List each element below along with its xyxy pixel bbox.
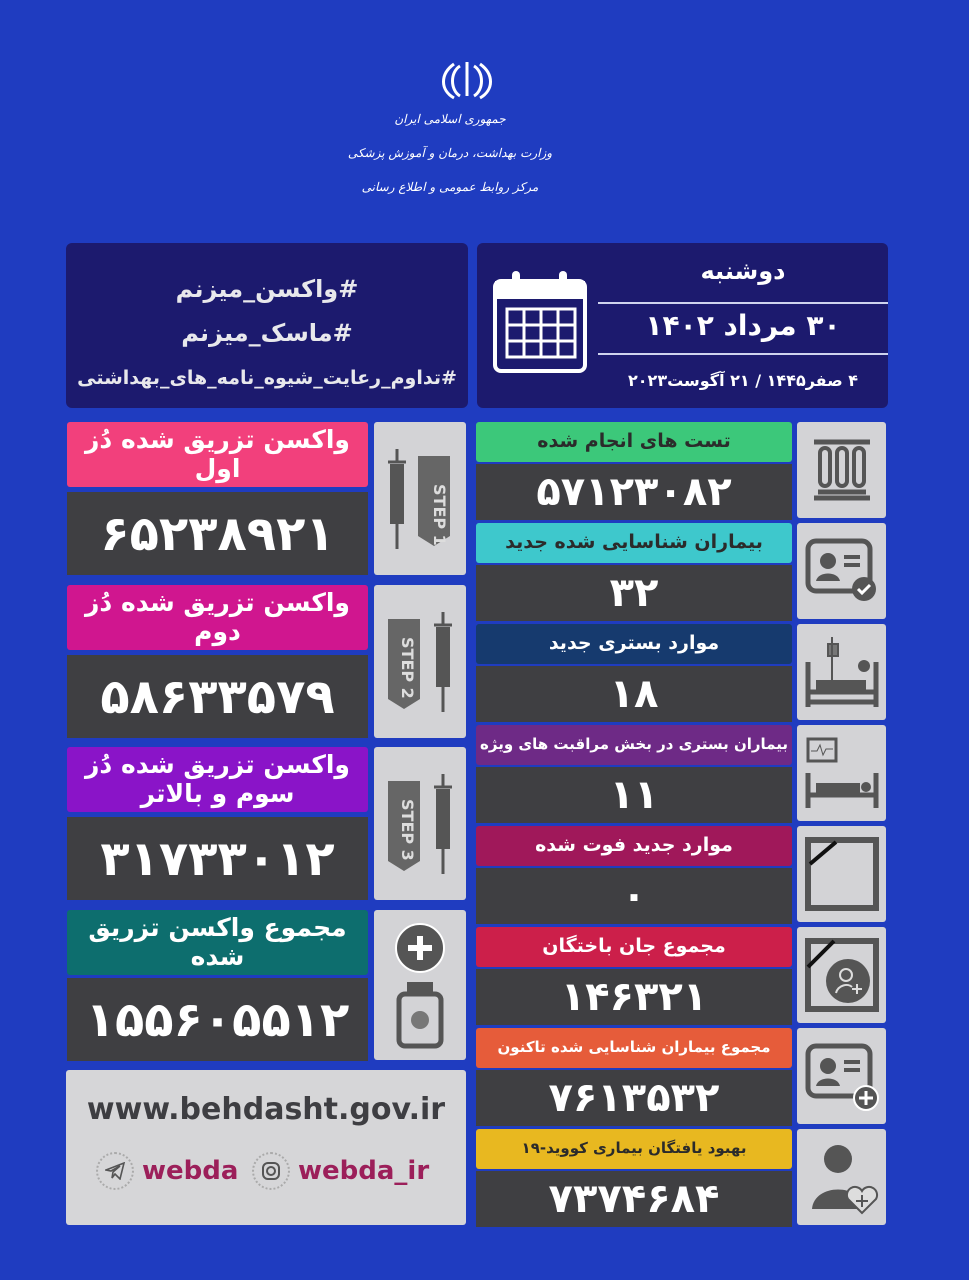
patient-card-check-icon xyxy=(797,523,886,619)
stat-label: بیماران بستری در بخش مراقبت های ویژه xyxy=(476,725,792,765)
patient-card-plus-icon xyxy=(797,1028,886,1124)
vaccine-dose3-label: واکسن تزریق شده دُز سوم و بالاتر xyxy=(67,747,368,812)
stat-label: موارد جدید فوت شده xyxy=(476,826,792,866)
stat-label: موارد بستری جدید xyxy=(476,624,792,664)
instagram-icon xyxy=(252,1152,290,1190)
stat-value: ۳۲ xyxy=(476,565,792,621)
recovered-person-heart-icon xyxy=(797,1129,886,1225)
vaccine-dose2-value: ۵۸۶۳۳۵۷۹ xyxy=(67,655,368,738)
hashtags-panel: #واکسن_میزنم #ماسک_میزنم #تداوم_رعایت_شی… xyxy=(66,243,468,408)
telegram-handle: webda xyxy=(142,1156,239,1186)
mourning-frame-icon xyxy=(797,826,886,922)
footer-panel: www.behdasht.gov.ir webda webda_ir xyxy=(66,1070,466,1225)
telegram-icon xyxy=(96,1152,134,1190)
stat-label: بهبود یافتگان بیماری کووید-۱۹ xyxy=(476,1129,792,1169)
weekday: دوشنبه xyxy=(700,257,786,285)
lunar-gregorian-date: ۴ صفر۱۴۴۵ / ۲۱ آگوست۲۰۲۳ xyxy=(628,371,858,390)
vaccine-dose2-label: واکسن تزریق شده دُز دوم xyxy=(67,585,368,650)
stat-value: ۷۳۷۴۶۸۴ xyxy=(476,1171,792,1227)
stat-label: مجموع بیماران شناسایی شده تاکنون xyxy=(476,1028,792,1068)
vaccine-total-value: ۱۵۵۶۰۵۵۱۲ xyxy=(67,978,368,1061)
mourning-person-icon xyxy=(797,927,886,1023)
org-line-3: مرکز روابط عمومی و اطلاع رسانی xyxy=(361,180,539,194)
telegram-link[interactable]: webda xyxy=(96,1152,238,1190)
stat-value: ۷۶۱۳۵۳۲ xyxy=(476,1070,792,1126)
syringe-step1-icon: STEP 1 xyxy=(374,422,466,575)
calendar-icon xyxy=(493,271,587,373)
vaccine-dose1-label: واکسن تزریق شده دُز اول xyxy=(67,422,368,487)
stat-value: ۵۷۱۲۳۰۸۲ xyxy=(476,464,792,520)
svg-text:STEP 2: STEP 2 xyxy=(398,637,417,699)
hashtag-guidelines: #تداوم_رعایت_شیوه_نامه_های_بهداشتی xyxy=(77,367,457,389)
iran-emblem-icon xyxy=(442,62,492,100)
vaccine-dose3-value: ۳۱۷۳۳۰۱۲ xyxy=(67,817,368,900)
divider xyxy=(598,353,888,355)
divider xyxy=(598,302,888,304)
icu-bed-monitor-icon xyxy=(797,725,886,821)
org-line-1: جمهوری اسلامی ایران xyxy=(394,112,506,126)
svg-text:STEP 1: STEP 1 xyxy=(430,484,449,546)
hospital-bed-icon xyxy=(797,624,886,720)
stat-value: ۱۱ xyxy=(476,767,792,823)
stat-value: ۱۴۶۳۲۱ xyxy=(476,969,792,1025)
instagram-handle: webda_ir xyxy=(298,1156,430,1186)
solar-date: ۳۰ مرداد ۱۴۰۲ xyxy=(645,309,841,342)
stat-label: بیماران شناسایی شده جدید xyxy=(476,523,792,563)
website-link[interactable]: www.behdasht.gov.ir xyxy=(86,1092,446,1127)
instagram-link[interactable]: webda_ir xyxy=(252,1152,429,1190)
svg-text:STEP 3: STEP 3 xyxy=(398,799,417,861)
vaccine-vial-plus-icon xyxy=(374,910,466,1060)
syringe-step2-icon: STEP 2 xyxy=(374,585,466,738)
hashtag-vaccine: #واکسن_میزنم xyxy=(175,275,359,303)
stat-value: ۰ xyxy=(476,868,792,924)
hashtag-mask: #ماسک_میزنم xyxy=(181,319,353,347)
test-tubes-icon xyxy=(797,422,886,518)
vaccine-dose1-value: ۶۵۲۳۸۹۲۱ xyxy=(67,492,368,575)
vaccine-total-label: مجموع واکسن تزریق شده xyxy=(67,910,368,975)
org-line-2: وزارت بهداشت، درمان و آموزش پزشکی xyxy=(347,146,553,160)
stat-label: مجموع جان باختگان xyxy=(476,927,792,967)
syringe-step3-icon: STEP 3 xyxy=(374,747,466,900)
stat-value: ۱۸ xyxy=(476,666,792,722)
date-panel: دوشنبه ۳۰ مرداد ۱۴۰۲ ۴ صفر۱۴۴۵ / ۲۱ آگوس… xyxy=(477,243,888,408)
stat-label: تست های انجام شده xyxy=(476,422,792,462)
